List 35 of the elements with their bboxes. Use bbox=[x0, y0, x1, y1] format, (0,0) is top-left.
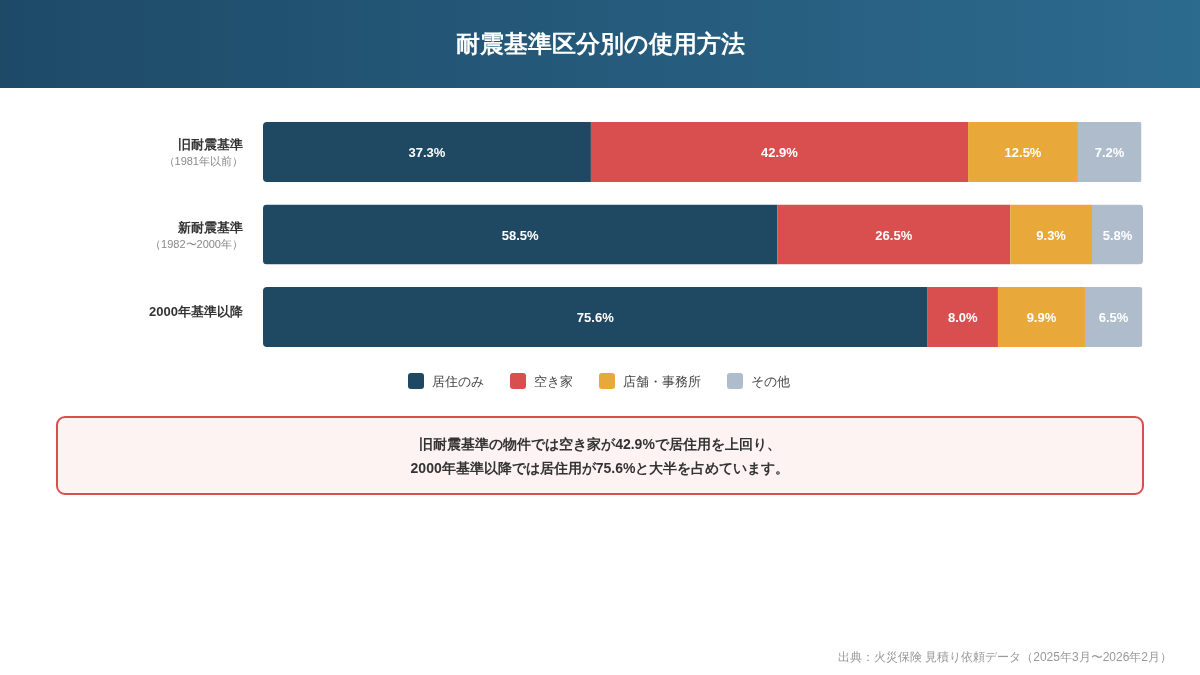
data-label: 58.5% bbox=[501, 227, 540, 243]
bar bbox=[263, 122, 591, 182]
source-note: 出典：火災保険 見積り依頼データ（2025年3月〜2026年2月） bbox=[837, 650, 1172, 664]
text: 2000年基準以降では居住用が75.6%と大半を占めています。 bbox=[410, 460, 790, 476]
bar bbox=[777, 204, 1011, 265]
y-tick-label: 旧耐震基準（1981年以前） bbox=[163, 137, 243, 167]
y-tick-label: 2000年基準以降 bbox=[149, 304, 244, 319]
bar bbox=[1092, 204, 1143, 265]
data-label: 42.9% bbox=[761, 145, 799, 160]
data-label: 12.5% bbox=[1004, 145, 1042, 160]
bar bbox=[1077, 122, 1142, 182]
legend-label: 居住のみ bbox=[432, 374, 484, 389]
bar bbox=[1084, 287, 1143, 347]
data-label: 37.3% bbox=[408, 145, 446, 160]
bar bbox=[1010, 204, 1093, 265]
bar bbox=[997, 287, 1085, 347]
bar bbox=[263, 204, 778, 265]
data-label: 26.5% bbox=[875, 227, 913, 243]
chart-title: 耐震基準区分別の使用方法 bbox=[455, 30, 745, 57]
data-label: 7.2% bbox=[1094, 145, 1125, 160]
legend-label: その他 bbox=[751, 374, 790, 389]
legend-label: 店舗・事務所 bbox=[623, 374, 701, 389]
y-tick-label: 新耐震基準（1982〜2000年） bbox=[150, 219, 243, 250]
bar bbox=[263, 287, 928, 347]
data-label: 9.3% bbox=[1036, 227, 1067, 243]
legend-label: 空き家 bbox=[534, 374, 573, 389]
data-label: 6.5% bbox=[1098, 310, 1129, 325]
text: 旧耐震基準の物件では空き家が42.9%で居住用を上回り、 bbox=[419, 436, 781, 452]
data-label: 9.9% bbox=[1026, 310, 1057, 325]
data-label: 8.0% bbox=[947, 310, 979, 325]
data-label: 75.6% bbox=[576, 310, 615, 325]
bar bbox=[590, 122, 969, 182]
data-label: 5.8% bbox=[1102, 227, 1133, 243]
bar bbox=[968, 122, 1078, 182]
bar bbox=[927, 287, 998, 347]
